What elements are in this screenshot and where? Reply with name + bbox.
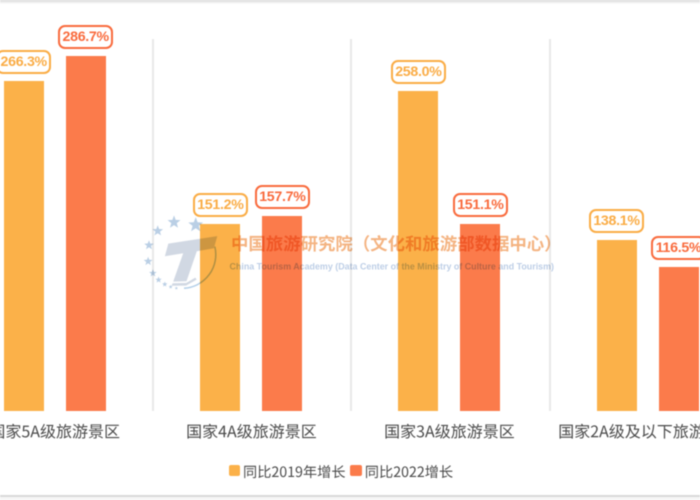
svg-text:China Tourism Academy (Data Ce: China Tourism Academy (Data Center of th… xyxy=(230,261,555,272)
